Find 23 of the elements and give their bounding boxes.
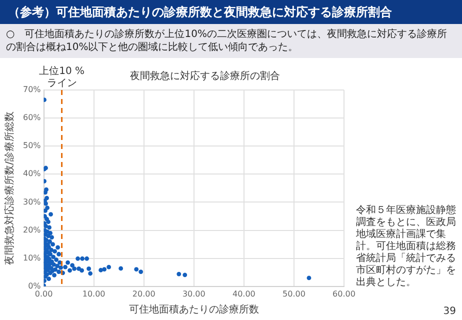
text: 夜間救急に対応する診療所の割合: [130, 70, 280, 83]
y-tick-label: 10%: [23, 253, 42, 262]
x-tick-label: 0.00: [34, 289, 53, 298]
x-tick-label: 40.00: [232, 289, 256, 298]
text: 39: [443, 306, 456, 317]
y-tick-label: 30%: [23, 197, 42, 206]
ref-line-label: 上位10 % ライン: [39, 65, 84, 89]
chart-title: （参考）可住地面積あたりの診療所数と夜間救急に対応する診療所割合: [0, 0, 462, 24]
y-axis-title: 夜間救急対応診療所数/診療所総数: [4, 112, 16, 265]
x-axis-title: 可住地面積あたりの診療所数: [128, 304, 259, 316]
x-tick-label: 60.00: [332, 289, 356, 298]
y-tick-label: 0%: [28, 281, 42, 290]
y-tick-label: 40%: [23, 169, 42, 178]
y-tick-label: 60%: [23, 113, 42, 122]
text: 令和５年医療施設静態調査をもとに、医政局地域医療計画課で集計。可住地面積は総務省統計局「統計でみる市区町村のすがた」を出典とした。: [356, 205, 457, 289]
chart-subtitle: ○ 可住地面積あたりの診療所数が上位10%の二次医療圏については、夜間救急に対応する診療所の割合は概ね10%以下と他の圏域に比較して低い傾向であった。: [0, 24, 462, 58]
x-tick-label: 10.00: [82, 289, 106, 298]
y-tick-label: 50%: [23, 141, 42, 150]
x-tick-label: 50.00: [282, 289, 306, 298]
x-tick-label: 20.00: [132, 289, 156, 298]
y-tick-label: 70%: [23, 85, 42, 94]
x-tick-label: 30.00: [182, 289, 206, 298]
y-tick-label: 20%: [23, 225, 42, 234]
